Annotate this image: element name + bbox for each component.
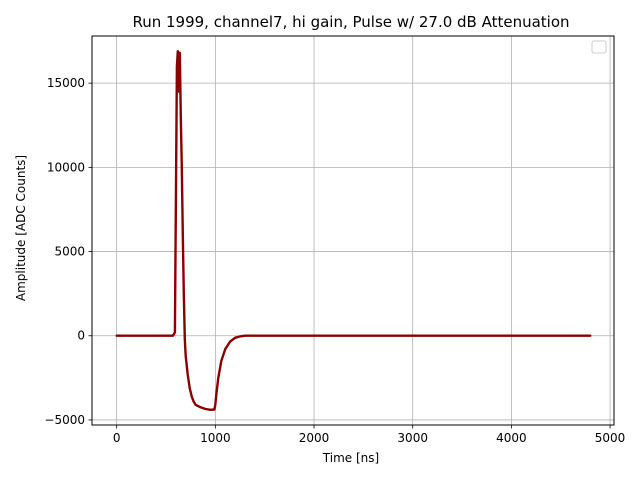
y-tick-label: 10000: [47, 160, 85, 174]
x-axis-label: Time [ns]: [322, 451, 379, 465]
chart-title: Run 1999, channel7, hi gain, Pulse w/ 27…: [132, 13, 569, 31]
x-tick-label: 2000: [299, 431, 330, 445]
grid-lines: [92, 36, 614, 425]
ticks: 0 1000 2000 3000 4000 5000 −5000 0 5000 10000 1500…: [44, 76, 625, 445]
x-tick-label: 3000: [397, 431, 428, 445]
y-tick-label: 15000: [47, 76, 85, 90]
x-tick-label: 4000: [496, 431, 527, 445]
x-tick-label: 5000: [595, 431, 626, 445]
series-line: [115, 50, 592, 411]
x-tick-label: 0: [113, 431, 121, 445]
y-tick-label: −5000: [44, 413, 85, 427]
y-tick-label: 0: [77, 329, 85, 343]
y-axis-label: Amplitude [ADC Counts]: [14, 155, 28, 301]
plot-frame: [91, 35, 615, 426]
series-layer: [115, 50, 592, 411]
y-tick-label: 5000: [54, 245, 85, 259]
x-tick-label: 1000: [200, 431, 231, 445]
legend-box: [591, 40, 607, 54]
